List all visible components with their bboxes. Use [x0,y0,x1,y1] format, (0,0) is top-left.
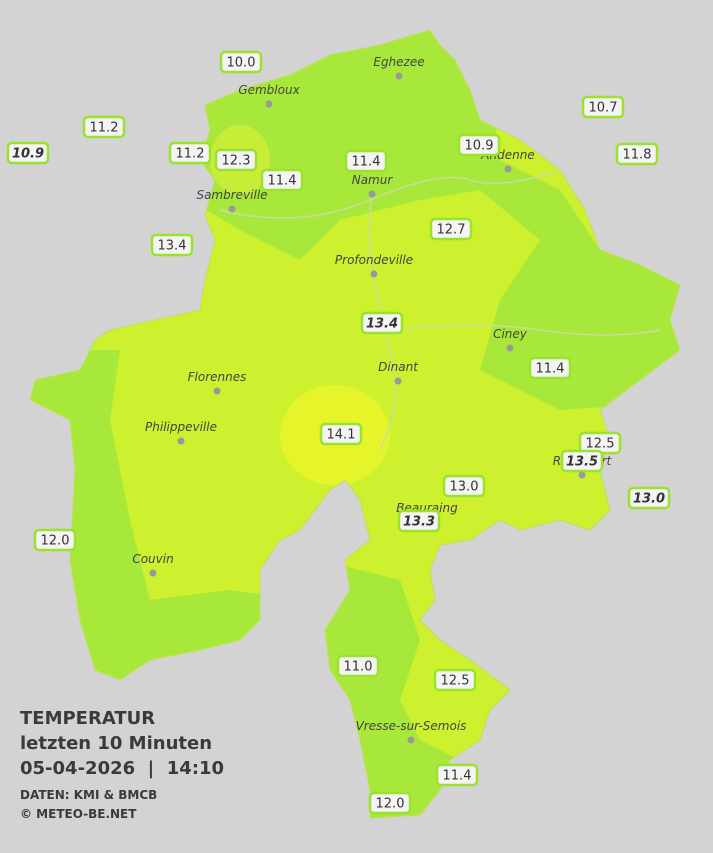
station-box [442,474,486,498]
timestamp: 05-04-2026 | 14:10 [20,758,224,779]
station-box [219,50,263,74]
station-box [457,133,501,157]
station-value: 11.4 [536,362,565,377]
city-dot [407,736,415,744]
city-label: Couvin [132,552,173,566]
station-value: 13.4 [366,317,398,332]
city-label: Sambreville [196,188,267,202]
city-dot [504,165,512,173]
station-value: 11.2 [176,147,205,162]
station-value: 10.9 [12,147,44,162]
city-label: Philippeville [145,420,217,434]
station-value: 11.2 [90,121,119,136]
station-box [433,668,477,692]
city-label: Vresse-sur-Semois [356,719,467,733]
station-box [360,311,404,335]
city-label: Profondeville [335,253,413,267]
station-value: 11.4 [268,174,297,189]
city-dot [578,471,586,479]
city-label: Eghezee [373,55,424,69]
station-box [581,95,625,119]
station-box [528,356,572,380]
station-box [260,168,304,192]
subtitle: letzten 10 Minuten [20,733,212,754]
city-label: Namur [352,173,394,187]
city-dot [213,387,221,395]
station-box [429,217,473,241]
city-label: Dinant [378,360,419,374]
city-dot [149,569,157,577]
city-label: Florennes [188,370,247,384]
station-box [615,142,659,166]
city-dot [370,270,378,278]
station-box [319,422,363,446]
station-value: 12.5 [441,674,470,689]
city-dot [265,100,273,108]
station-value: 13.4 [158,239,187,254]
city-label: Ciney [493,327,528,341]
station-box [627,486,671,510]
city-dot [177,437,185,445]
station-value: 12.7 [437,223,466,238]
station-value: 14.1 [327,428,356,443]
station-box [150,233,194,257]
city-label: Gembloux [238,83,300,97]
city-dot [506,344,514,352]
credit: DATEN: KMI & BMCB [20,788,157,802]
station-box [82,115,126,139]
station-value: 11.4 [352,155,381,170]
station-value: 13.3 [403,515,435,530]
station-box [6,141,50,165]
city-dot [394,377,402,385]
station-box [344,149,388,173]
station-value: 10.0 [227,56,256,71]
station-box [368,791,412,815]
station-value: 10.9 [465,139,494,154]
city-dot [228,205,236,213]
station-box [214,148,258,172]
city-dot [368,190,376,198]
title: TEMPERATUR [20,708,155,729]
station-value: 12.0 [41,534,70,549]
station-box [560,449,604,473]
station-box [435,763,479,787]
station-value: 13.0 [450,480,479,495]
station-value: 11.4 [443,769,472,784]
station-value: 11.0 [344,660,373,675]
station-value: 11.8 [623,148,652,163]
station-value: 13.5 [566,455,598,470]
station-box [33,528,77,552]
station-value: 13.0 [633,492,665,507]
credit: © METEO-BE.NET [20,807,137,821]
station-box [336,654,380,678]
city-dot [395,72,403,80]
station-box [168,141,212,165]
station-box [397,509,441,533]
station-value: 12.3 [222,154,251,169]
station-value: 10.7 [589,101,618,116]
station-value: 12.0 [376,797,405,812]
station-value: 12.5 [586,437,615,452]
